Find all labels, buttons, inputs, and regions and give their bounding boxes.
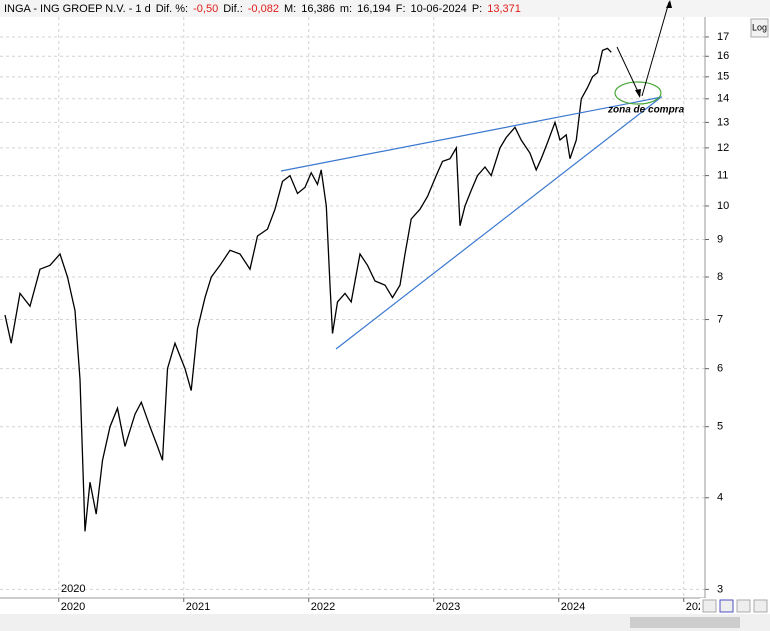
header: INGA - ING GROEP N.V. - 1 d Dif. %: -0,50 D… (4, 3, 521, 15)
y-tick-label: 11 (717, 170, 728, 182)
y-tick-label: 3 (717, 583, 723, 595)
trend-line (335, 97, 661, 350)
header-text: F: (396, 3, 406, 15)
y-tick-label: 7 (717, 313, 723, 325)
y-tick-label: 17 (717, 31, 729, 43)
tool-button[interactable] (702, 599, 717, 613)
y-tick-label: 14 (717, 93, 729, 105)
y-tick-label: 15 (717, 71, 729, 83)
zone-ellipse (614, 81, 662, 105)
y-tick-label: 9 (717, 233, 723, 245)
x-tick-label: 2023 (436, 601, 460, 613)
header-text: 10-06-2024 (411, 3, 467, 15)
header-text: M: (284, 3, 296, 15)
arrow (641, 1, 670, 97)
y-tick-label: 4 (717, 492, 723, 504)
header-text: 13,371 (487, 3, 521, 15)
arrow (616, 46, 641, 97)
grid (0, 17, 705, 598)
header-text: INGA - ING GROEP N.V. - 1 d (4, 3, 151, 15)
annotation: 2020 (61, 583, 85, 595)
tool-button[interactable] (753, 599, 768, 613)
header-text: 16,386 (301, 3, 335, 15)
x-tick-label: 2024 (561, 601, 585, 613)
header-text: -0,082 (248, 3, 279, 15)
x-tick-label: 2022 (311, 601, 335, 613)
y-tick-label: 5 (717, 421, 723, 433)
annotation: zona de compra (607, 105, 685, 116)
x-tick-label: 2020 (61, 601, 85, 613)
y-tick-label: 10 (717, 200, 729, 212)
toolbar (700, 598, 770, 614)
header-text: m: (340, 3, 352, 15)
x-tick-label: 2021 (186, 601, 210, 613)
header-text: Dif.: (223, 3, 243, 15)
header-text: -0,50 (193, 3, 218, 15)
y-tick-label: 8 (717, 271, 723, 283)
y-tick-label: 16 (717, 50, 729, 62)
plot (4, 47, 612, 532)
header-text: 16,194 (357, 3, 391, 15)
tool-button[interactable] (736, 599, 751, 613)
header-bar (0, 0, 770, 17)
scroll-thumb[interactable] (630, 617, 740, 628)
trend-line (280, 96, 663, 172)
y-tick-label: 13 (717, 116, 729, 128)
log-button-label[interactable]: Log (752, 22, 767, 32)
y-tick-label: 6 (717, 363, 723, 375)
price-line (4, 47, 612, 532)
y-tick-label: 12 (717, 142, 729, 154)
header-text: Dif. %: (156, 3, 188, 15)
arrow-head (635, 89, 641, 98)
arrow-head (666, 0, 672, 8)
log-button[interactable] (750, 18, 769, 38)
scrollbar[interactable] (0, 614, 770, 631)
save-button[interactable] (719, 599, 734, 613)
header-text: P: (472, 3, 482, 15)
